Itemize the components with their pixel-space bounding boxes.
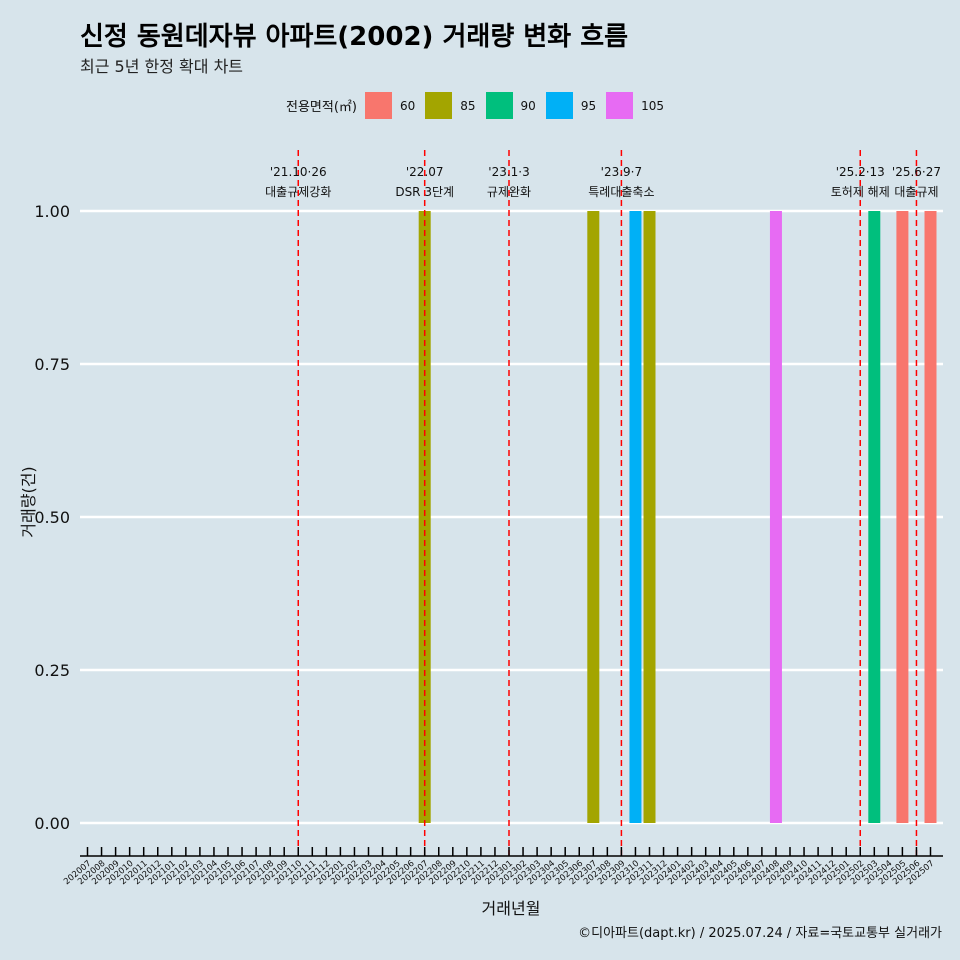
y-tick-label: 0.25: [34, 661, 70, 680]
bar-85-202207: [418, 211, 431, 823]
y-tick-label: 0.50: [34, 508, 70, 527]
event-name-label: 대출규제강화: [265, 185, 331, 199]
event-date-label: '23.9·7: [601, 165, 642, 179]
y-tick-label: 0.00: [34, 814, 70, 833]
event-name-label: 규제완화: [487, 185, 531, 199]
x-axis-title: 거래년월: [482, 899, 541, 918]
legend-item-90: 90: [485, 92, 536, 119]
legend: 전용면적(㎡) 60 85 90 95 105: [0, 92, 960, 119]
bar-105-202408: [769, 211, 782, 823]
bar-95-202310: [629, 211, 642, 823]
event-date-label: '22.07: [406, 165, 444, 179]
y-tick-label: 0.75: [34, 355, 70, 374]
event-name-label: 특례대출축소: [588, 185, 654, 199]
legend-item-105: 105: [606, 92, 664, 119]
legend-label-90: 90: [520, 98, 536, 113]
y-axis-title: 거래량(건): [19, 466, 38, 537]
legend-swatch-95: [545, 92, 573, 119]
legend-item-85: 85: [425, 92, 476, 119]
bar-85-202307: [587, 211, 600, 823]
legend-swatch-105: [606, 92, 634, 119]
y-tick-label: 1.00: [34, 202, 70, 221]
legend-label-95: 95: [580, 98, 597, 113]
event-date-label: '25.2·13: [836, 165, 885, 179]
event-name-label: 토허제 해제: [831, 185, 890, 199]
bar-90-202503: [868, 211, 881, 823]
legend-item-60: 60: [364, 92, 416, 119]
event-date-label: '21.10·26: [270, 165, 327, 179]
source-caption: ©디아파트(dapt.kr) / 2025.07.24 / 자료=국토교통부 실…: [578, 926, 942, 941]
legend-swatch-60: [364, 92, 392, 119]
bar-60-202507: [924, 211, 937, 823]
legend-swatch-85: [425, 92, 453, 119]
event-date-label: '23.1·3: [488, 165, 529, 179]
legend-label-85: 85: [460, 98, 476, 113]
chart-subtitle: 최근 5년 한정 확대 차트: [80, 57, 244, 76]
event-date-label: '25.6·27: [892, 165, 941, 179]
legend-item-95: 95: [545, 92, 597, 119]
event-name-label: DSR 3단계: [395, 185, 454, 199]
legend-label-105: 105: [641, 98, 664, 113]
event-name-label: 대출규제: [894, 185, 938, 199]
legend-label-60: 60: [399, 98, 416, 113]
legend-title: 전용면적(㎡): [285, 100, 357, 115]
bar-60-202505: [896, 211, 909, 823]
chart-title: 신정 동원데자뷰 아파트(2002) 거래량 변화 흐름: [80, 22, 629, 52]
legend-swatch-90: [485, 92, 513, 119]
bar-85-202311: [643, 211, 656, 823]
